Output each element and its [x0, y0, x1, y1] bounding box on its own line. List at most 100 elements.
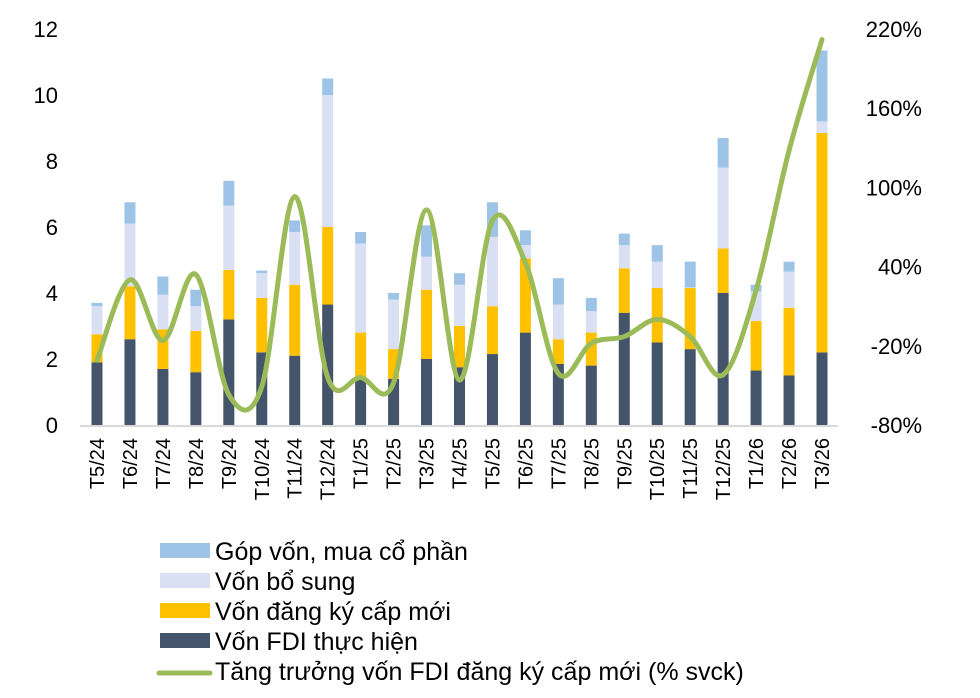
bar-additional: [322, 95, 334, 227]
bar-new-registered: [618, 268, 630, 313]
bar-additional: [519, 245, 531, 259]
bar-fdi-disbursed: [783, 375, 795, 425]
legend-swatch: [160, 633, 210, 648]
bar-new-registered: [717, 248, 729, 293]
right-axis-tick: 160%: [866, 96, 922, 121]
legend-label: Góp vốn, mua cổ phần: [215, 538, 468, 566]
right-axis-tick: 40%: [878, 255, 922, 280]
bar-additional: [486, 236, 498, 307]
left-axis-tick: 4: [46, 281, 58, 306]
bar-fdi-disbursed: [519, 332, 531, 425]
bar-new-registered: [256, 297, 268, 353]
x-axis-tick: T12/25: [713, 438, 735, 500]
bar-new-registered: [388, 349, 400, 379]
bar-fdi-disbursed: [684, 349, 696, 425]
bar-fdi-disbursed: [585, 365, 597, 425]
bar-new-registered: [289, 284, 301, 356]
bar-additional: [124, 223, 136, 287]
bar-new-registered: [486, 306, 498, 355]
left-axis-tick: 10: [34, 83, 58, 108]
bar-additional: [684, 287, 696, 289]
bar-new-registered: [585, 332, 597, 366]
bar-capital-contribution: [651, 245, 663, 262]
bar-new-registered: [157, 329, 169, 369]
bar-new-registered: [454, 326, 465, 368]
x-axis-tick: T8/24: [186, 438, 208, 489]
growth-line: [94, 37, 825, 413]
bar-additional: [585, 311, 597, 333]
bar-fdi-disbursed: [651, 342, 663, 425]
bar-fdi-disbursed: [223, 319, 235, 425]
bar-new-registered: [783, 307, 795, 376]
right-axis-tick: -20%: [871, 334, 922, 359]
left-axis-tick: 8: [46, 149, 58, 174]
bar-capital-contribution: [552, 278, 564, 305]
bar-capital-contribution: [684, 261, 696, 288]
x-axis-tick: T1/26: [746, 438, 768, 489]
bar-additional: [552, 304, 564, 340]
bar-capital-contribution: [454, 273, 465, 285]
bar-fdi-disbursed: [816, 352, 828, 425]
bar-capital-contribution: [783, 261, 795, 272]
legend-swatch: [160, 603, 210, 618]
bar-new-registered: [816, 132, 828, 353]
bar-new-registered: [684, 288, 696, 350]
bar-additional: [816, 121, 828, 133]
x-axis-tick: T9/24: [219, 438, 241, 489]
bar-new-registered: [190, 330, 202, 373]
bar-capital-contribution: [223, 180, 235, 206]
x-axis-tick: T6/24: [120, 438, 142, 489]
x-axis-tick: T12/24: [318, 438, 340, 500]
bar-additional: [421, 256, 433, 290]
right-axis-tick: -80%: [871, 413, 922, 438]
right-axis-tick: 220%: [866, 17, 922, 42]
bar-fdi-disbursed: [552, 363, 564, 425]
bar-capital-contribution: [289, 220, 301, 232]
legend-label: Vốn FDI thực hiện: [215, 628, 418, 656]
bar-new-registered: [421, 289, 433, 359]
bar-capital-contribution: [91, 302, 103, 307]
bar-fdi-disbursed: [454, 367, 465, 425]
bar-new-registered: [223, 269, 235, 320]
x-axis-tick: T2/25: [384, 438, 406, 489]
bar-additional: [190, 306, 202, 331]
bar-additional: [783, 271, 795, 308]
right-axis-tick: 100%: [866, 175, 922, 200]
bar-fdi-disbursed: [91, 362, 103, 425]
bar-capital-contribution: [421, 225, 433, 257]
x-axis-tick: T4/25: [450, 438, 472, 489]
bar-new-registered: [651, 288, 663, 343]
x-axis-tick: T10/25: [647, 438, 669, 500]
x-axis-tick: T7/24: [153, 438, 175, 489]
legend-label: Vốn bổ sung: [215, 568, 355, 596]
bar-fdi-disbursed: [750, 370, 762, 425]
bar-new-registered: [552, 339, 564, 364]
legend-label: Vốn đăng ký cấp mới: [215, 598, 451, 626]
x-axis-tick: T2/26: [779, 438, 801, 489]
x-axis-tick: T5/24: [87, 438, 109, 489]
bar-additional: [91, 306, 103, 335]
x-axis-tick: T7/25: [548, 438, 570, 489]
x-axis-tick: T8/25: [581, 438, 603, 489]
bar-additional: [289, 231, 301, 285]
bar-capital-contribution: [322, 78, 334, 95]
x-axis-tick: T3/25: [417, 438, 439, 489]
left-axis-tick: 6: [46, 215, 58, 240]
bar-fdi-disbursed: [618, 312, 630, 425]
bar-new-registered: [322, 227, 334, 305]
bar-fdi-disbursed: [289, 355, 301, 425]
bar-additional: [651, 261, 663, 289]
bar-capital-contribution: [618, 233, 630, 246]
bar-capital-contribution: [585, 297, 597, 312]
bar-capital-contribution: [256, 270, 268, 274]
bar-additional: [717, 167, 729, 249]
bar-fdi-disbursed: [157, 368, 169, 425]
x-axis-tick: T3/26: [812, 438, 834, 489]
bar-additional: [223, 205, 235, 270]
bar-capital-contribution: [519, 230, 531, 246]
left-axis-tick: 0: [46, 413, 58, 438]
bar-additional: [388, 299, 400, 350]
bar-fdi-disbursed: [124, 339, 136, 425]
